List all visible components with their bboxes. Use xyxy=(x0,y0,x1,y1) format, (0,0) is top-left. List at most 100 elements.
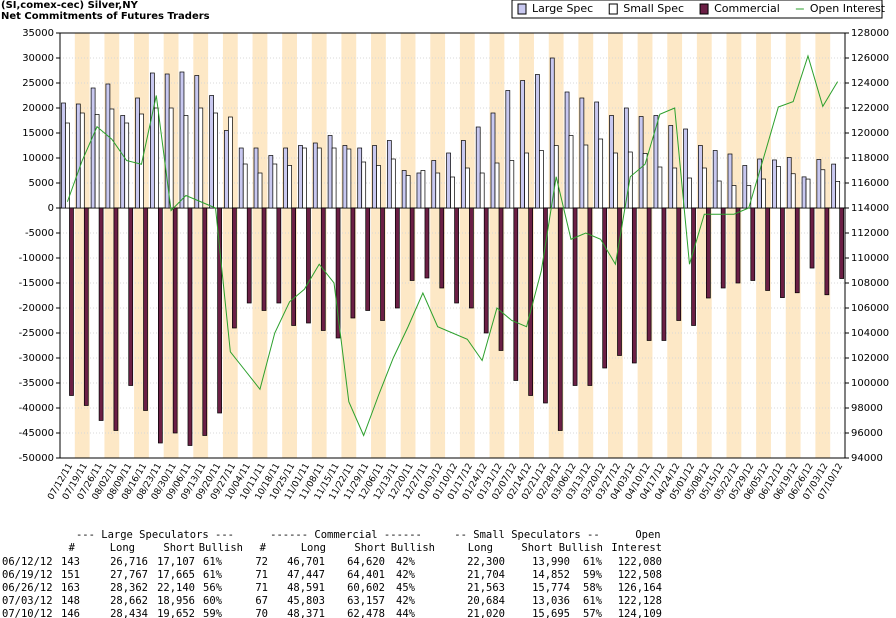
y2-tick-label: 98000 xyxy=(851,403,883,414)
bar xyxy=(346,148,352,209)
legend-label: Open Interest xyxy=(810,2,886,15)
bar xyxy=(539,150,544,209)
bar xyxy=(475,126,481,209)
legend-label: Large Spec xyxy=(532,2,593,15)
table-text: -- Small Speculators -- xyxy=(454,529,599,541)
table-text: 07/10/12 xyxy=(2,608,53,618)
y-tick-label: -25000 xyxy=(19,328,54,339)
bar xyxy=(653,115,659,209)
table-text: # xyxy=(69,542,76,554)
bar xyxy=(187,207,193,446)
bar xyxy=(209,95,214,209)
table-text: Interest xyxy=(611,542,662,554)
bar xyxy=(342,145,348,209)
table-text: 122,080 xyxy=(618,556,662,568)
y2-tick-label: 100000 xyxy=(851,378,889,389)
stripe xyxy=(282,33,297,458)
table-text: 72 xyxy=(255,556,268,568)
y-tick-label: -15000 xyxy=(19,278,54,289)
bar xyxy=(312,142,318,209)
bar xyxy=(524,152,529,209)
table-text: 60,602 xyxy=(347,582,385,594)
bar xyxy=(302,147,307,209)
bar xyxy=(469,207,474,309)
bar xyxy=(824,207,830,296)
y2-tick-label: 116000 xyxy=(851,178,889,189)
bar xyxy=(283,147,288,209)
table-text: ------ Commercial ------ xyxy=(270,529,422,541)
bar xyxy=(157,207,163,444)
bar xyxy=(498,207,504,351)
bar xyxy=(706,207,711,299)
table-text: 27,767 xyxy=(110,569,148,581)
bar xyxy=(194,75,200,209)
table-text: Bullish xyxy=(559,542,603,554)
bar xyxy=(276,207,282,304)
table-text: 44% xyxy=(396,608,416,618)
table-text: 148 xyxy=(61,595,80,607)
bar xyxy=(65,122,70,209)
table-text: 42% xyxy=(396,556,416,568)
bar xyxy=(213,112,218,209)
bar xyxy=(494,162,500,209)
chart-title: (SI,comex-cec) Silver,NY xyxy=(1,0,139,11)
table-text: 61% xyxy=(583,556,603,568)
bar xyxy=(735,207,741,284)
table-text: 06/12/12 xyxy=(2,556,53,568)
bar xyxy=(335,207,341,339)
bar xyxy=(98,207,104,421)
bar xyxy=(394,207,400,309)
table-text: 70 xyxy=(255,608,268,618)
bar xyxy=(657,166,663,209)
bar xyxy=(765,207,770,291)
table-text: Long xyxy=(301,542,326,554)
bar xyxy=(716,180,722,209)
y2-tick-label: 124000 xyxy=(851,78,889,89)
bar xyxy=(327,135,333,209)
bar xyxy=(698,145,703,209)
bar xyxy=(90,87,96,209)
bar xyxy=(831,163,837,209)
y-tick-label: 35000 xyxy=(22,28,54,39)
table-text: --- Large Speculators --- xyxy=(76,529,234,541)
y2-tick-label: 114000 xyxy=(851,203,889,214)
stripe xyxy=(430,33,446,458)
bar xyxy=(479,172,485,209)
table-text: Short xyxy=(163,542,195,554)
stripe xyxy=(815,33,831,458)
bar xyxy=(609,115,614,209)
table-text: 48,371 xyxy=(287,608,325,618)
y2-tick-label: 106000 xyxy=(851,303,889,314)
y2-tick-label: 108000 xyxy=(851,278,889,289)
bar xyxy=(376,165,381,209)
stripe xyxy=(252,33,268,458)
bar xyxy=(435,172,441,209)
bar xyxy=(380,207,385,321)
bar xyxy=(786,157,792,209)
plot-frame xyxy=(59,32,846,459)
legend-label: Small Spec xyxy=(623,2,684,15)
table-text: 15,774 xyxy=(532,582,570,594)
table-text: 57% xyxy=(583,608,603,618)
table-text: 28,434 xyxy=(110,608,148,618)
table-text: Short xyxy=(521,542,553,554)
bar xyxy=(306,207,311,324)
table-text: 71 xyxy=(255,582,268,594)
bar xyxy=(672,167,678,209)
table-text: 62,478 xyxy=(347,608,385,618)
table-text: 122,128 xyxy=(618,595,662,607)
bar xyxy=(350,207,356,319)
table-text: 06/26/12 xyxy=(2,582,53,594)
bar xyxy=(465,167,470,209)
bar xyxy=(454,207,459,304)
bar xyxy=(198,107,204,209)
bar xyxy=(179,71,185,209)
bar xyxy=(149,72,155,209)
bar xyxy=(272,163,278,209)
bar xyxy=(642,153,648,209)
bar xyxy=(794,207,800,294)
bar xyxy=(579,97,585,209)
bar xyxy=(790,173,796,209)
y-tick-label: 5000 xyxy=(29,178,54,189)
